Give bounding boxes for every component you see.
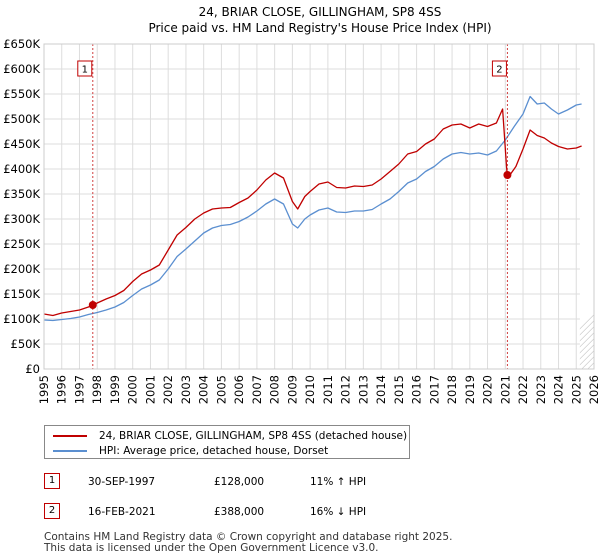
chart-subtitle: Price paid vs. HM Land Registry's House … bbox=[148, 21, 491, 35]
x-tick-label: 2024 bbox=[552, 375, 566, 404]
x-tick-label: 2005 bbox=[214, 375, 228, 404]
x-tick-label: 2017 bbox=[427, 375, 441, 404]
x-tick-label: 2001 bbox=[143, 375, 157, 404]
y-tick-label: £550K bbox=[3, 87, 40, 101]
sale-label: 1 bbox=[82, 65, 88, 76]
x-tick-label: 2015 bbox=[392, 375, 406, 404]
chart-title: 24, BRIAR CLOSE, GILLINGHAM, SP8 4SS bbox=[199, 5, 442, 19]
sale-label: 2 bbox=[496, 65, 502, 76]
x-tick-label: 2004 bbox=[197, 375, 211, 404]
y-tick-label: £250K bbox=[3, 237, 40, 251]
property-series-line bbox=[43, 108, 582, 317]
x-tick-label: 2022 bbox=[516, 375, 530, 404]
footer-licence: This data is licensed under the Open Gov… bbox=[44, 542, 379, 554]
footer: Contains HM Land Registry data © Crown c… bbox=[44, 532, 452, 554]
x-tick-label: 2014 bbox=[374, 375, 388, 404]
legend-item-property: 24, BRIAR CLOSE, GILLINGHAM, SP8 4SS (de… bbox=[53, 428, 407, 444]
transaction-hpi-delta: 11% ↑ HPI bbox=[310, 476, 367, 488]
sale-label-box bbox=[77, 60, 93, 77]
x-tick-label: 2016 bbox=[410, 375, 424, 404]
future-region bbox=[579, 44, 594, 369]
x-tick-label: 2007 bbox=[250, 375, 264, 404]
x-tick-label: 2008 bbox=[268, 375, 282, 404]
transaction-hpi-delta: 16% ↓ HPI bbox=[310, 506, 367, 518]
x-tick-label: 2011 bbox=[321, 375, 335, 404]
sale-point bbox=[88, 301, 97, 309]
y-tick-label: £300K bbox=[3, 212, 40, 226]
x-tick-label: 1996 bbox=[55, 375, 69, 404]
x-tick-label: 2006 bbox=[232, 375, 246, 404]
legend-item-hpi: HPI: Average price, detached house, Dors… bbox=[53, 443, 328, 459]
sale-point bbox=[503, 171, 512, 179]
x-tick-label: 2002 bbox=[161, 375, 175, 404]
x-tick-label: 2000 bbox=[126, 375, 140, 404]
legend-label-property: 24, BRIAR CLOSE, GILLINGHAM, SP8 4SS (de… bbox=[99, 430, 408, 442]
x-tick-label: 2013 bbox=[356, 375, 370, 404]
y-tick-label: £450K bbox=[3, 137, 40, 151]
hpi-series-line bbox=[43, 95, 582, 322]
legend-swatch-blue bbox=[53, 450, 87, 452]
x-tick-label: 2025 bbox=[569, 375, 583, 404]
legend-swatch-red bbox=[53, 435, 87, 437]
hatch-line bbox=[593, 368, 595, 369]
y-tick-label: £650K bbox=[3, 37, 40, 51]
x-tick-label: 2010 bbox=[303, 375, 317, 404]
y-tick-label: £50K bbox=[11, 337, 41, 351]
legend: 24, BRIAR CLOSE, GILLINGHAM, SP8 4SS (de… bbox=[44, 425, 410, 459]
y-tick-label: £100K bbox=[3, 312, 40, 326]
x-tick-label: 2018 bbox=[445, 375, 459, 404]
y-tick-label: £0 bbox=[25, 362, 40, 376]
y-tick-label: £600K bbox=[3, 62, 40, 76]
transaction-date: 30-SEP-1997 bbox=[88, 476, 156, 488]
legend-label-hpi: HPI: Average price, detached house, Dors… bbox=[99, 445, 329, 457]
x-tick-label: 1999 bbox=[108, 375, 122, 404]
x-tick-label: 2019 bbox=[463, 375, 477, 404]
transaction-price: £128,000 bbox=[214, 476, 265, 488]
y-tick-label: £400K bbox=[3, 162, 40, 176]
x-tick-label: 2003 bbox=[179, 375, 193, 404]
x-tick-label: 2009 bbox=[285, 375, 299, 404]
transaction-price: £388,000 bbox=[214, 506, 265, 518]
transaction-date: 16-FEB-2021 bbox=[88, 506, 156, 518]
x-tick-label: 2023 bbox=[534, 375, 548, 404]
y-tick-label: £200K bbox=[3, 262, 40, 276]
y-tick-label: £150K bbox=[3, 287, 40, 301]
plot-border bbox=[43, 43, 595, 370]
x-tick-label: 1998 bbox=[90, 375, 104, 404]
y-tick-label: £350K bbox=[3, 187, 40, 201]
x-tick-label: 2026 bbox=[587, 375, 600, 404]
transaction-number: 2 bbox=[44, 503, 60, 519]
footer-copyright: Contains HM Land Registry data © Crown c… bbox=[44, 531, 453, 543]
transaction-number: 1 bbox=[44, 473, 60, 489]
x-tick-label: 1995 bbox=[37, 375, 51, 404]
x-tick-label: 2021 bbox=[498, 375, 512, 404]
price-chart: 24, BRIAR CLOSE, GILLINGHAM, SP8 4SS Pri… bbox=[3, 5, 600, 404]
x-tick-label: 1997 bbox=[72, 375, 86, 404]
x-tick-label: 2012 bbox=[339, 375, 353, 404]
x-tick-label: 2020 bbox=[481, 375, 495, 404]
y-tick-label: £500K bbox=[3, 112, 40, 126]
sale-label-box bbox=[491, 60, 507, 77]
